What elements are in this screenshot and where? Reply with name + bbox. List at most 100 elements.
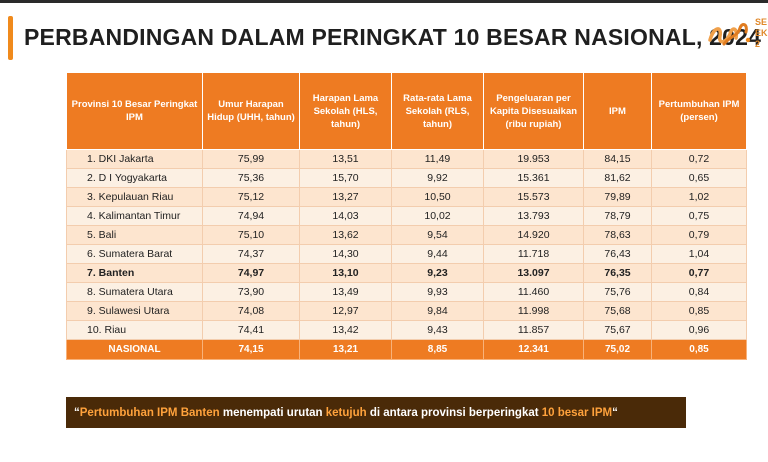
cell-province: 6. Sumatera Barat <box>66 244 203 264</box>
total-cell-ipm-growth: 0,85 <box>651 339 747 360</box>
header-province: Provinsi 10 Besar Peringkat IPM <box>66 72 203 150</box>
header-expenditure: Pengeluaran per Kapita Disesuaikan (ribu… <box>483 72 584 150</box>
cell-uhh: 74,97 <box>202 263 300 283</box>
cell-hls: 13,62 <box>299 225 392 245</box>
title-accent-bar <box>8 16 13 60</box>
cell-province: 2. D I Yogyakarta <box>66 168 203 188</box>
cell-ipm-growth: 1,04 <box>651 244 747 264</box>
note-text-2: menempati urutan <box>219 406 326 419</box>
cell-ipm: 75,68 <box>583 301 652 321</box>
logo-text-2: EK <box>755 28 768 38</box>
cell-province: 3. Kepulauan Riau <box>66 187 203 207</box>
cell-province: 9. Sulawesi Utara <box>66 301 203 321</box>
cell-uhh: 74,08 <box>202 301 300 321</box>
note-text-4: di antara provinsi berperingkat <box>366 406 542 419</box>
total-cell-rls: 8,85 <box>391 339 484 360</box>
table-row: 6. Sumatera Barat 74,37 14,30 9,44 11.718 76,… <box>66 244 747 264</box>
cell-ipm: 78,79 <box>583 206 652 226</box>
cell-expenditure: 11.718 <box>483 244 584 264</box>
cell-expenditure: 15.361 <box>483 168 584 188</box>
cell-uhh: 75,99 <box>202 149 300 169</box>
cell-rls: 9,54 <box>391 225 484 245</box>
cell-hls: 14,30 <box>299 244 392 264</box>
cell-province: 7. Banten <box>66 263 203 283</box>
cell-uhh: 75,10 <box>202 225 300 245</box>
cell-ipm-growth: 0,84 <box>651 282 747 302</box>
cell-province: 1. DKI Jakarta <box>66 149 203 169</box>
cell-ipm-growth: 1,02 <box>651 187 747 207</box>
note-close-quote: “ <box>612 406 618 419</box>
cell-rls: 9,93 <box>391 282 484 302</box>
note-text-5: 10 besar IPM <box>541 406 613 419</box>
cell-ipm-growth: 0,72 <box>651 149 747 169</box>
page-title: PERBANDINGAN DALAM PERINGKAT 10 BESAR NA… <box>24 24 762 50</box>
logo-text-3: 2 <box>755 39 761 49</box>
total-cell-hls: 13,21 <box>299 339 392 360</box>
table-row: 5. Bali 75,10 13,62 9,54 14.920 78,63 0,79 <box>66 225 747 245</box>
header-hls: Harapan Lama Sekolah (HLS, tahun) <box>299 72 392 150</box>
cell-uhh: 74,41 <box>202 320 300 340</box>
cell-province: 10. Riau <box>66 320 203 340</box>
cell-expenditure: 11.460 <box>483 282 584 302</box>
cell-hls: 13,27 <box>299 187 392 207</box>
table-row: 10. Riau 74,41 13,42 9,43 11.857 75,67 0,96 <box>66 320 747 340</box>
top-border <box>0 0 768 3</box>
cell-ipm: 76,43 <box>583 244 652 264</box>
header-ipm-growth: Pertumbuhan IPM (persen) <box>651 72 747 150</box>
cell-uhh: 74,94 <box>202 206 300 226</box>
cell-hls: 13,10 <box>299 263 392 283</box>
cell-uhh: 75,36 <box>202 168 300 188</box>
cell-uhh: 73,90 <box>202 282 300 302</box>
table-header-row: Provinsi 10 Besar Peringkat IPM Umur Har… <box>66 72 747 150</box>
header-uhh: Umur Harapan Hidup (UHH, tahun) <box>202 72 300 150</box>
note-text-1: Pertumbuhan IPM Banten <box>79 406 220 419</box>
cell-rls: 10,50 <box>391 187 484 207</box>
cell-hls: 13,42 <box>299 320 392 340</box>
cell-province: 8. Sumatera Utara <box>66 282 203 302</box>
note-text-3: ketujuh <box>325 406 367 419</box>
table-row: 7. Banten 74,97 13,10 9,23 13.097 76,35 0,77 <box>66 263 747 283</box>
total-cell-ipm: 75,02 <box>583 339 652 360</box>
cell-uhh: 75,12 <box>202 187 300 207</box>
cell-ipm-growth: 0,77 <box>651 263 747 283</box>
cell-ipm: 79,89 <box>583 187 652 207</box>
cell-expenditure: 13.793 <box>483 206 584 226</box>
table-total-row: NASIONAL 74,15 13,21 8,85 12.341 75,02 0,85 <box>66 339 747 360</box>
total-cell-uhh: 74,15 <box>202 339 300 360</box>
cell-ipm-growth: 0,65 <box>651 168 747 188</box>
cell-ipm: 75,67 <box>583 320 652 340</box>
table-row: 2. D I Yogyakarta 75,36 15,70 9,92 15.361 81,… <box>66 168 747 188</box>
ipm-comparison-table: Provinsi 10 Besar Peringkat IPM Umur Har… <box>66 72 747 360</box>
table-row: 8. Sumatera Utara 73,90 13,49 9,93 11.460 75,… <box>66 282 747 302</box>
cell-ipm-growth: 0,85 <box>651 301 747 321</box>
note-open-quote: “ <box>74 406 80 419</box>
total-cell-province: NASIONAL <box>66 339 203 360</box>
logo-text-1: SE <box>755 17 768 27</box>
cell-rls: 9,44 <box>391 244 484 264</box>
cell-expenditure: 19.953 <box>483 149 584 169</box>
cell-rls: 9,43 <box>391 320 484 340</box>
table-row: 9. Sulawesi Utara 74,08 12,97 9,84 11.998 75,… <box>66 301 747 321</box>
cell-rls: 10,02 <box>391 206 484 226</box>
cell-rls: 9,92 <box>391 168 484 188</box>
cell-ipm-growth: 0,75 <box>651 206 747 226</box>
cell-expenditure: 11.998 <box>483 301 584 321</box>
cell-rls: 11,49 <box>391 149 484 169</box>
cell-ipm: 75,76 <box>583 282 652 302</box>
cell-ipm-growth: 0,96 <box>651 320 747 340</box>
header-ipm: IPM <box>583 72 652 150</box>
cell-expenditure: 14.920 <box>483 225 584 245</box>
highlight-note: “ Pertumbuhan IPM Banten menempati uruta… <box>66 397 686 428</box>
cell-rls: 9,23 <box>391 263 484 283</box>
cell-hls: 14,03 <box>299 206 392 226</box>
logo-swirl-icon <box>708 23 751 46</box>
cell-province: 5. Bali <box>66 225 203 245</box>
table-row: 4. Kalimantan Timur 74,94 14,03 10,02 13.793… <box>66 206 747 226</box>
header-rls: Rata-rata Lama Sekolah (RLS, tahun) <box>391 72 484 150</box>
cell-hls: 15,70 <box>299 168 392 188</box>
cell-hls: 13,49 <box>299 282 392 302</box>
cell-ipm: 81,62 <box>583 168 652 188</box>
cell-ipm-growth: 0,79 <box>651 225 747 245</box>
cell-expenditure: 15.573 <box>483 187 584 207</box>
cell-ipm: 76,35 <box>583 263 652 283</box>
